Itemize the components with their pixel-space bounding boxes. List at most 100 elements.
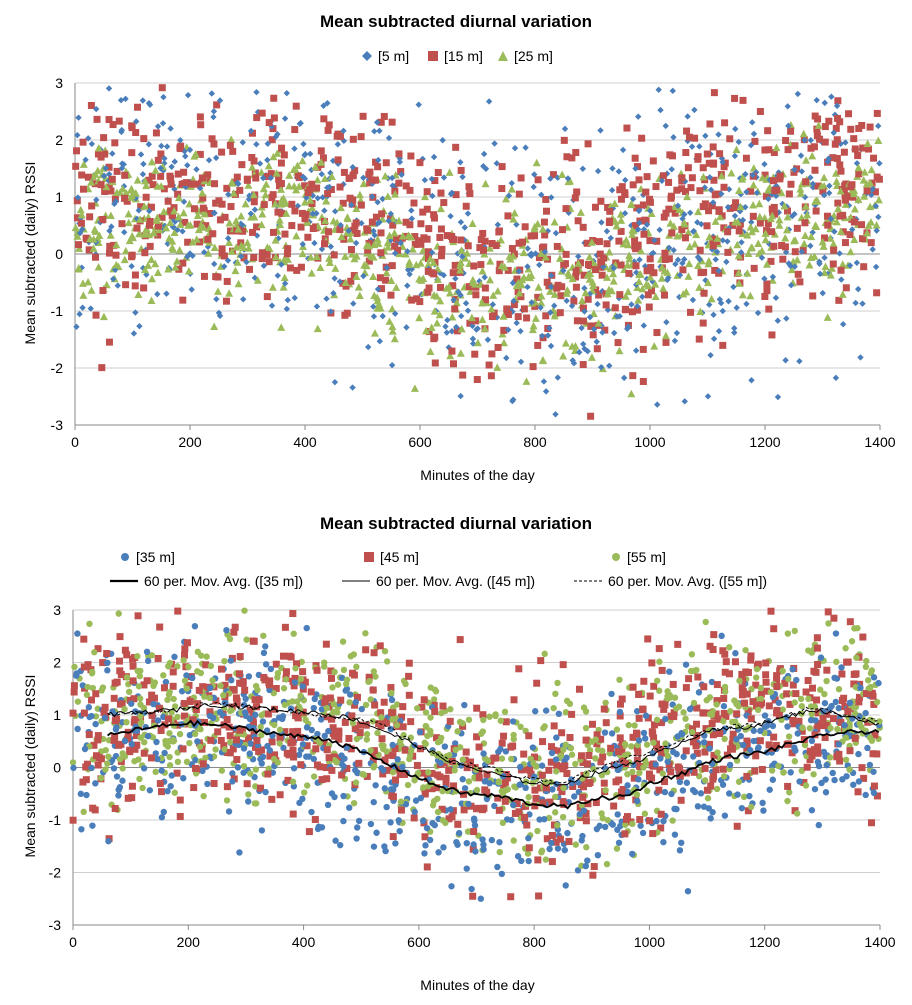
data-point <box>507 185 516 193</box>
data-point <box>318 245 326 253</box>
data-point <box>801 193 809 201</box>
data-point <box>791 210 798 218</box>
data-point <box>251 696 259 704</box>
data-point <box>373 829 380 836</box>
data-point <box>662 715 669 723</box>
data-point <box>662 740 669 747</box>
data-point <box>708 678 716 686</box>
data-point <box>122 281 130 289</box>
data-point <box>199 760 207 768</box>
data-point <box>325 727 332 735</box>
data-point <box>542 707 550 714</box>
data-point <box>669 817 676 824</box>
data-point <box>105 183 113 191</box>
data-point <box>642 217 650 225</box>
data-point <box>196 113 204 121</box>
data-point <box>641 263 649 270</box>
data-point <box>405 260 414 268</box>
data-point <box>110 736 118 744</box>
data-point <box>141 265 150 274</box>
data-point <box>769 776 777 783</box>
data-point <box>227 203 235 211</box>
data-point <box>380 112 388 120</box>
data-point <box>467 802 475 810</box>
data-point <box>421 789 429 797</box>
data-point <box>328 790 336 797</box>
data-point <box>839 321 847 328</box>
data-point <box>768 331 776 339</box>
data-point <box>437 252 445 260</box>
data-point <box>522 144 529 151</box>
data-point <box>243 258 250 266</box>
data-point <box>509 252 518 260</box>
data-point <box>387 786 395 793</box>
data-point <box>500 326 508 334</box>
data-point <box>547 283 555 291</box>
data-point <box>104 659 111 667</box>
data-point <box>555 254 564 262</box>
data-point <box>117 97 125 104</box>
data-point <box>391 310 399 317</box>
data-point <box>137 151 145 158</box>
data-point <box>684 164 692 172</box>
data-point <box>312 252 321 260</box>
data-point <box>589 331 597 339</box>
data-point <box>74 264 83 273</box>
data-point <box>291 207 299 215</box>
data-point <box>757 695 765 703</box>
data-point <box>424 248 432 256</box>
data-point <box>69 759 77 766</box>
data-point <box>152 129 160 137</box>
data-point <box>431 686 439 694</box>
data-point <box>90 225 99 233</box>
data-point <box>684 272 693 280</box>
data-point <box>541 253 550 261</box>
data-point <box>547 342 555 350</box>
data-point <box>71 663 78 671</box>
data-point <box>875 679 882 687</box>
data-point <box>486 257 495 265</box>
data-point <box>537 657 545 665</box>
data-point <box>384 751 392 759</box>
data-point <box>268 283 277 291</box>
data-point <box>808 649 816 656</box>
data-point <box>650 739 657 746</box>
data-point <box>694 207 703 216</box>
data-point <box>479 711 487 719</box>
data-point <box>718 632 725 640</box>
data-point <box>720 694 728 702</box>
data-point <box>94 144 103 152</box>
data-point <box>183 685 190 692</box>
data-point <box>99 312 108 321</box>
data-point <box>88 764 95 772</box>
data-point <box>468 885 475 893</box>
data-point <box>170 695 177 703</box>
data-point <box>428 785 436 793</box>
data-point <box>442 323 449 330</box>
data-point <box>222 297 230 305</box>
data-point <box>863 229 872 237</box>
data-point <box>73 214 81 222</box>
data-point <box>369 253 378 261</box>
data-point <box>376 274 384 282</box>
data-point <box>864 744 871 752</box>
data-point <box>497 717 504 724</box>
data-point <box>258 255 266 263</box>
data-point <box>690 768 698 776</box>
data-point <box>439 137 446 144</box>
data-point <box>365 343 372 351</box>
data-point <box>447 190 455 198</box>
data-point <box>517 280 526 289</box>
data-point <box>609 277 618 285</box>
data-point <box>140 749 148 757</box>
data-point <box>677 796 685 804</box>
data-point <box>785 733 793 740</box>
data-point <box>240 296 247 303</box>
data-point <box>703 786 711 794</box>
data-point <box>310 704 318 712</box>
data-point <box>407 718 415 726</box>
data-point <box>430 153 438 161</box>
data-point <box>145 221 153 229</box>
data-point <box>536 261 543 269</box>
